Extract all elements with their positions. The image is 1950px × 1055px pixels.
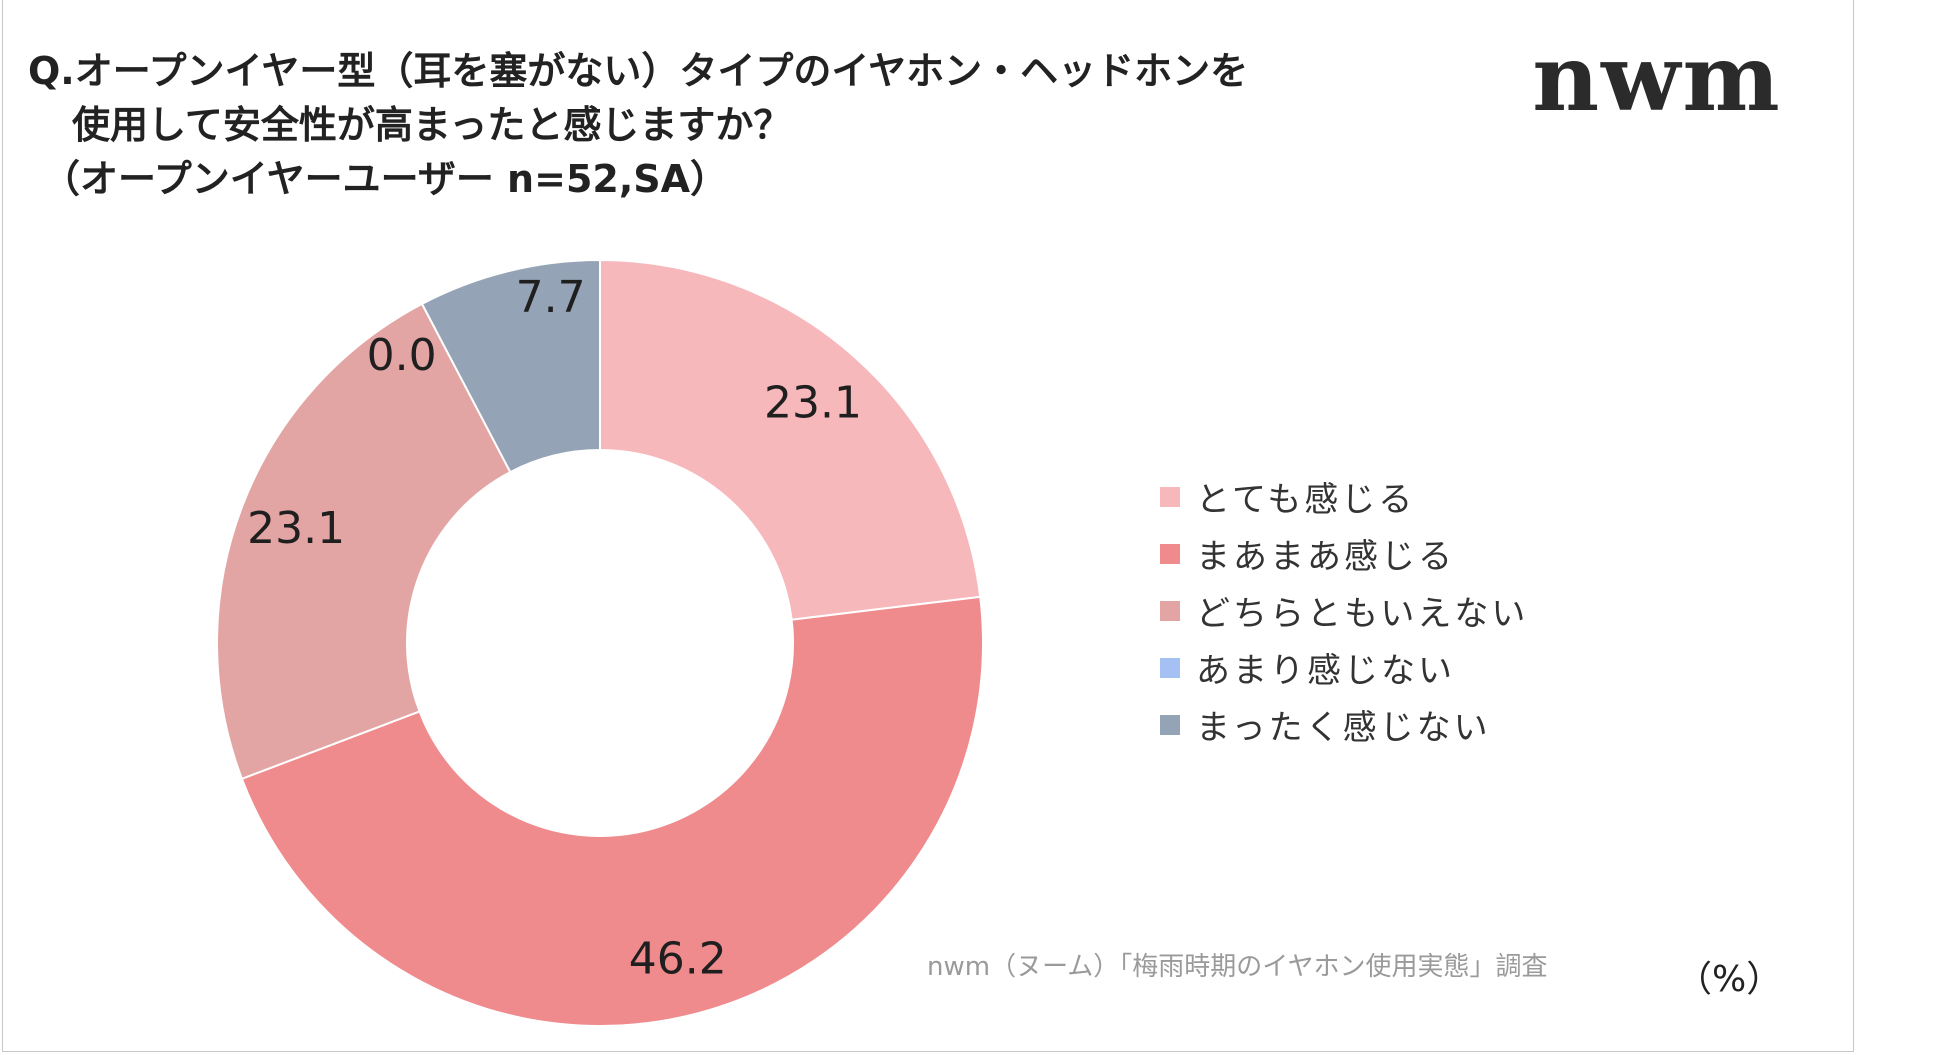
legend-item-2: まあまあ感じる	[1160, 525, 1528, 582]
slice-1-value-label: 23.1	[764, 378, 862, 429]
legend-label-2: まあまあ感じる	[1196, 537, 1455, 577]
slice-5-wedge	[420, 258, 601, 474]
unit-label: （%）	[1676, 959, 1783, 1000]
legend-label-5: まったく感じない	[1196, 708, 1491, 748]
legend-item-5: まったく感じない	[1160, 696, 1528, 753]
legend-swatch-2	[1160, 543, 1180, 564]
chart-title: Q.オープンイヤー型（耳を塞がない）タイプのイヤホン・ヘッドホンを 使用して安全…	[28, 44, 1448, 206]
legend-item-4: あまり感じない	[1160, 639, 1528, 696]
legend-label-4: あまり感じない	[1196, 651, 1455, 691]
legend-swatch-5	[1160, 714, 1180, 735]
legend-swatch-4	[1160, 657, 1180, 678]
slice-2-value-label: 46.2	[629, 934, 727, 985]
slice-2-wedge	[240, 595, 984, 1027]
legend-label-1: とても感じる	[1196, 480, 1416, 520]
title-line-2: 使用して安全性が高まったと感じますか？	[72, 103, 792, 147]
chart-legend: とても感じる まあまあ感じるどちらともいえない あまり感じない まったく感じない	[1160, 468, 1528, 753]
source-note: nwm（ヌーム）「梅雨時期のイヤホン使用実態」調査	[927, 952, 1548, 982]
legend-label-3: どちらともいえない	[1196, 594, 1529, 634]
legend-swatch-1	[1160, 486, 1180, 507]
legend-item-3: どちらともいえない	[1160, 582, 1528, 639]
legend-item-1: とても感じる	[1160, 468, 1528, 525]
title-line-3: （オープンイヤーユーザー n=52,SA）	[42, 157, 729, 201]
chart-frame	[2, 0, 1854, 1052]
title-line-1: Q.オープンイヤー型（耳を塞がない）タイプのイヤホン・ヘッドホンを	[28, 49, 1249, 93]
logo-text: nwm	[1532, 38, 1781, 128]
slice-5-value-label: 7.7	[516, 272, 586, 323]
legend-swatch-3	[1160, 600, 1180, 621]
slice-1-wedge	[599, 258, 982, 621]
nwm-logo: nwm	[1532, 38, 1781, 128]
slice-3-value-label: 23.1	[247, 503, 345, 554]
slice-4-value-label: 0.0	[367, 330, 437, 381]
slice-3-wedge	[216, 302, 512, 781]
